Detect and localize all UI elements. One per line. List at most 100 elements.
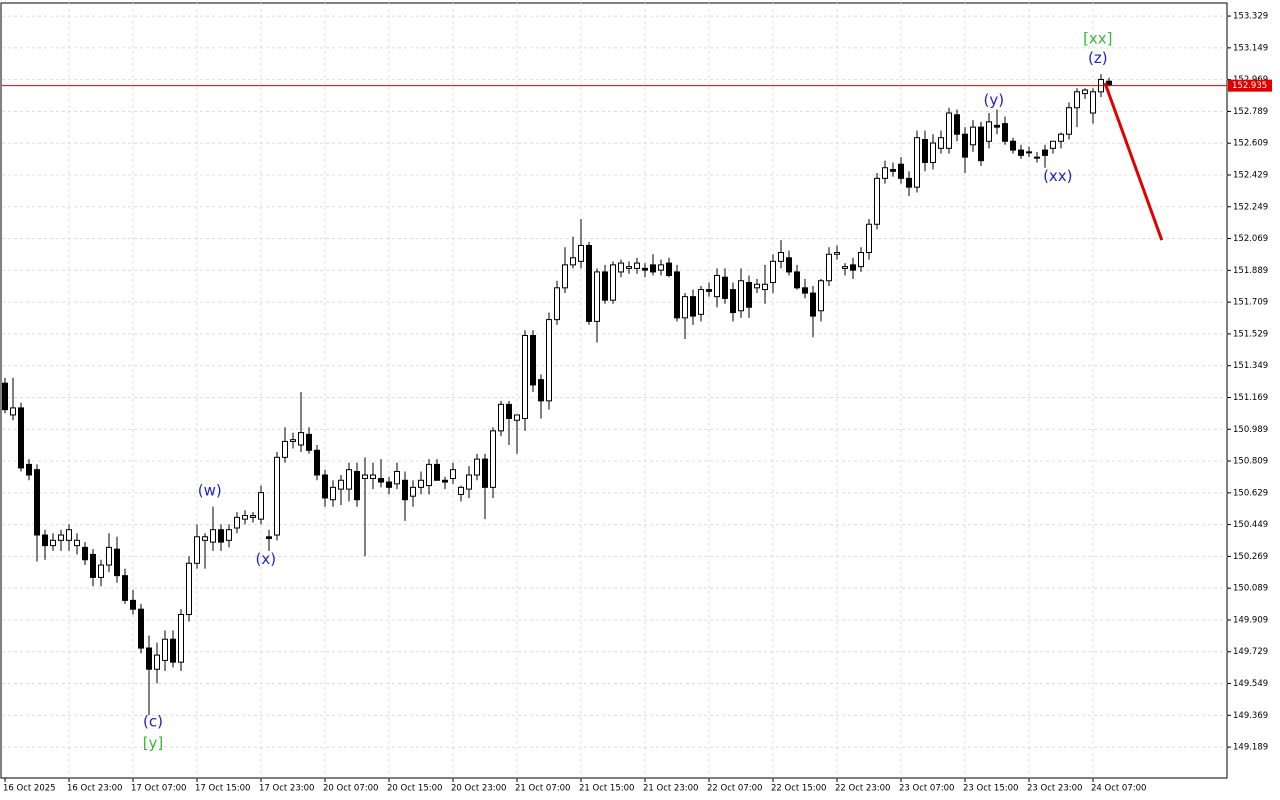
candle-body — [426, 463, 432, 487]
candle-body — [42, 534, 48, 547]
candle-body — [730, 289, 736, 314]
x-tick-label: 16 Oct 23:00 — [67, 784, 122, 794]
candle-body — [178, 613, 184, 663]
wave-label: (z) — [1088, 49, 1108, 67]
candle-body — [1010, 140, 1016, 151]
candle-body — [874, 177, 880, 225]
candle-body — [250, 515, 256, 518]
y-tick-label: 151.169 — [1233, 393, 1268, 403]
candle-body — [146, 647, 152, 670]
x-tick-label: 20 Oct 15:00 — [387, 784, 442, 794]
x-tick-label: 17 Oct 23:00 — [259, 784, 314, 794]
y-tick-label: 152.789 — [1233, 107, 1268, 117]
candle-body — [58, 534, 64, 541]
candle-body — [138, 608, 144, 649]
candle-body — [258, 492, 264, 520]
candle-body — [50, 539, 56, 547]
x-tick-label: 20 Oct 23:00 — [451, 784, 506, 794]
candle-body — [890, 169, 896, 172]
candle-body — [970, 126, 976, 146]
x-tick-label: 22 Oct 15:00 — [771, 784, 826, 794]
candle-body — [962, 133, 968, 158]
candle-body — [162, 638, 168, 661]
y-tick-label: 149.369 — [1233, 711, 1268, 721]
candle-body — [434, 463, 440, 481]
candle-body — [1050, 140, 1056, 149]
candle-body — [106, 546, 112, 566]
x-tick-label: 23 Oct 07:00 — [899, 784, 954, 794]
y-tick-label: 152.069 — [1233, 234, 1268, 244]
candle-body — [530, 334, 536, 386]
candle-body — [642, 267, 648, 271]
candle-body — [186, 562, 192, 615]
candle-body — [338, 479, 344, 490]
candle-body — [850, 264, 856, 271]
candle-body — [66, 529, 72, 541]
candle-body — [634, 262, 640, 269]
plot-frame — [0, 2, 1228, 779]
candle-body — [1018, 149, 1024, 156]
candle-body — [882, 167, 888, 179]
y-tick-label: 149.549 — [1233, 679, 1268, 689]
wave-label: (w) — [198, 481, 222, 499]
candle-body — [834, 252, 840, 255]
candle-body — [274, 456, 280, 536]
candle-body — [1074, 91, 1080, 109]
y-tick-label: 150.629 — [1233, 488, 1268, 498]
candle-body — [994, 124, 1000, 128]
y-tick-label: 149.189 — [1233, 743, 1268, 753]
candle-body — [746, 282, 752, 308]
candle-body — [1042, 149, 1048, 156]
candle-body — [722, 276, 728, 299]
x-tick-label: 22 Oct 23:00 — [835, 784, 890, 794]
candle-body — [554, 287, 560, 321]
y-tick-label: 150.809 — [1233, 457, 1268, 467]
candle-body — [2, 382, 8, 411]
candle-body — [674, 271, 680, 319]
candle-body — [194, 536, 200, 564]
candle-body — [298, 432, 304, 446]
last-price-label: 152.935 — [1232, 81, 1267, 91]
wave-label: (xx) — [1043, 167, 1072, 185]
candle-body — [74, 539, 80, 547]
candle-body — [858, 252, 864, 268]
x-tick-label: 17 Oct 07:00 — [131, 784, 186, 794]
candle-body — [1002, 123, 1008, 142]
candle-body — [570, 257, 576, 266]
x-tick-label: 16 Oct 2025 — [3, 784, 56, 794]
y-tick-label: 151.709 — [1233, 298, 1268, 308]
candle-body — [986, 121, 992, 142]
y-tick-label: 151.349 — [1233, 361, 1268, 371]
candle-body — [458, 486, 464, 495]
candle-body — [98, 564, 104, 578]
y-tick-label: 151.889 — [1233, 266, 1268, 276]
candle-body — [378, 478, 384, 483]
candle-body — [402, 479, 408, 501]
forecast-line — [1103, 82, 1164, 241]
candle-body — [578, 244, 584, 262]
candle-body — [1090, 91, 1096, 114]
x-tick-label: 17 Oct 15:00 — [195, 784, 250, 794]
candle-body — [906, 177, 912, 188]
y-tick-label: 152.609 — [1233, 139, 1268, 149]
candle-body — [914, 137, 920, 188]
candle-body — [1026, 151, 1032, 154]
candle-body — [602, 271, 608, 301]
x-tick-label: 21 Oct 07:00 — [515, 784, 570, 794]
candle-body — [234, 516, 240, 529]
candle-body — [610, 264, 616, 301]
candle-body — [450, 469, 456, 480]
candle-body — [82, 546, 88, 561]
candle-body — [978, 126, 984, 162]
candle-body — [682, 296, 688, 319]
last-price-box — [1228, 79, 1272, 92]
candle-body — [666, 262, 672, 276]
candle-body — [114, 548, 120, 577]
candle-body — [410, 486, 416, 497]
candle-body — [762, 283, 768, 291]
candle-body — [26, 463, 32, 476]
y-tick-label: 152.429 — [1233, 170, 1268, 180]
candle-body — [802, 287, 808, 294]
candle-body — [754, 283, 760, 289]
wave-label: (c) — [143, 713, 163, 731]
